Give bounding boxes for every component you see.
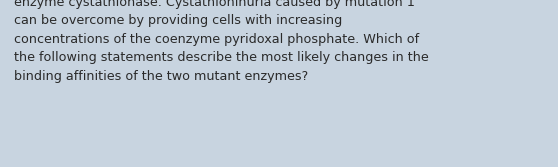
Text: Cystathioninuria can be caused by two different mutations in the
enzyme cystathi: Cystathioninuria can be caused by two di… <box>14 0 431 83</box>
